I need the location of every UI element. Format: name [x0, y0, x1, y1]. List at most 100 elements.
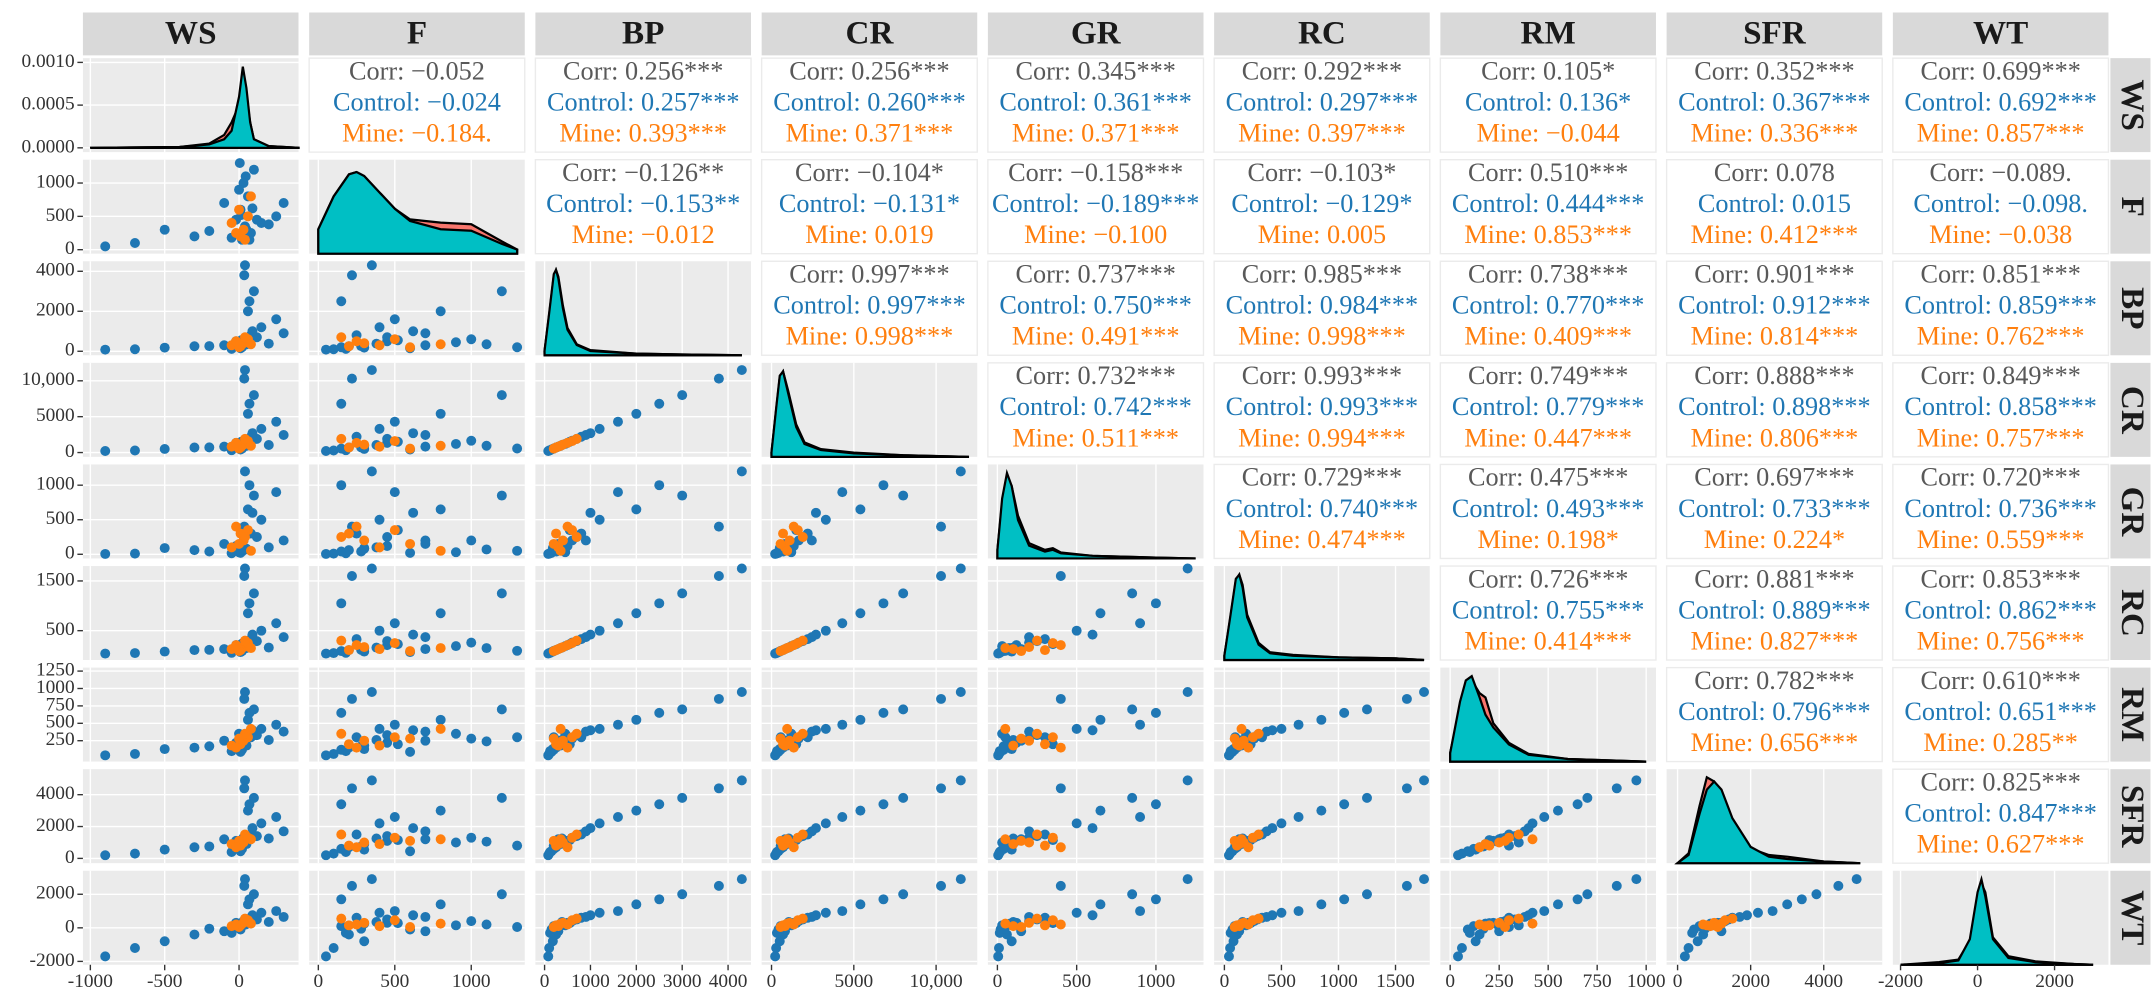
point — [204, 644, 215, 655]
point — [736, 686, 747, 697]
point — [374, 818, 385, 829]
point — [654, 707, 665, 718]
point — [420, 726, 431, 737]
point — [189, 842, 200, 853]
point — [159, 936, 170, 947]
point — [351, 521, 362, 532]
corr-text: Control: 0.984*** — [1226, 291, 1419, 320]
point — [571, 829, 582, 840]
point — [466, 832, 477, 843]
point — [512, 443, 523, 454]
point — [677, 704, 688, 715]
point — [336, 635, 347, 646]
point — [496, 889, 507, 900]
point — [1261, 726, 1272, 737]
point — [1631, 775, 1642, 786]
point — [562, 640, 573, 651]
point — [435, 608, 446, 619]
corr-text: Corr: 0.738*** — [1468, 260, 1628, 289]
point — [248, 588, 259, 599]
point — [1276, 907, 1287, 918]
corr-text: Control: 0.692*** — [1904, 87, 2097, 116]
corr-text: Corr: 0.737*** — [1015, 260, 1175, 289]
corr-text: Control: 0.651*** — [1904, 697, 2097, 726]
point — [336, 332, 347, 343]
point — [1767, 906, 1778, 917]
strip-top — [987, 12, 1204, 56]
y-tick-label: 0 — [65, 238, 75, 259]
corr-panel — [1439, 159, 1657, 255]
corr-text: Control: 0.742*** — [999, 392, 1192, 421]
point — [1253, 829, 1264, 840]
point — [374, 340, 385, 351]
point — [244, 598, 255, 609]
x-tick-label: 1000 — [1137, 971, 1176, 992]
panel — [309, 566, 525, 661]
point — [244, 296, 255, 307]
point — [226, 218, 237, 229]
corr-text: Mine: 0.806*** — [1691, 423, 1859, 452]
point — [1024, 642, 1035, 653]
point — [1236, 723, 1247, 734]
corr-panel — [1665, 260, 1883, 356]
corr-panel — [1665, 57, 1883, 153]
point — [898, 704, 909, 715]
point — [512, 545, 523, 556]
point — [405, 646, 416, 657]
point — [1024, 632, 1035, 643]
point — [234, 184, 245, 195]
point — [366, 365, 377, 376]
corr-text: Control: −0.189*** — [992, 189, 1199, 218]
point — [1047, 732, 1058, 743]
point — [231, 228, 242, 238]
point — [435, 918, 446, 929]
point — [321, 951, 331, 962]
point — [548, 733, 559, 744]
corr-panel — [534, 159, 752, 255]
point — [1008, 839, 1019, 850]
corr-text: Corr: 0.697*** — [1694, 463, 1854, 492]
point — [204, 226, 215, 236]
point — [278, 726, 289, 737]
point — [1095, 714, 1106, 725]
point — [613, 719, 623, 730]
point — [374, 542, 385, 553]
point — [770, 951, 781, 962]
corr-panel — [1892, 768, 2110, 864]
point — [1796, 894, 1807, 905]
point — [580, 535, 591, 546]
point — [351, 919, 362, 930]
x-tick-label: 0 — [993, 971, 1003, 992]
point — [1087, 823, 1098, 834]
point — [1127, 889, 1138, 900]
point — [1008, 921, 1019, 932]
point — [837, 906, 848, 917]
point — [855, 608, 866, 619]
point — [1008, 644, 1019, 655]
point — [1401, 783, 1412, 794]
point — [1039, 739, 1050, 750]
point — [1024, 837, 1035, 848]
strip-top — [761, 12, 978, 56]
point — [1087, 629, 1098, 640]
corr-text: Mine: 0.994*** — [1238, 423, 1406, 452]
strip-label: WS — [2114, 79, 2151, 131]
y-tick-label: 500 — [46, 619, 75, 640]
point — [797, 728, 808, 739]
point — [562, 437, 573, 448]
corr-panel — [1439, 565, 1657, 661]
point — [571, 635, 582, 646]
point — [580, 632, 591, 643]
x-tick-label: 2000 — [1731, 971, 1770, 992]
point — [481, 544, 492, 555]
point — [806, 632, 817, 643]
corr-text: Mine: 0.656*** — [1691, 728, 1859, 757]
point — [389, 334, 400, 345]
point — [1339, 894, 1350, 905]
corr-text: Mine: 0.998*** — [786, 322, 954, 351]
point — [654, 480, 665, 491]
y-tick-label: 5000 — [36, 405, 75, 426]
point — [1527, 918, 1538, 929]
point — [631, 714, 642, 725]
